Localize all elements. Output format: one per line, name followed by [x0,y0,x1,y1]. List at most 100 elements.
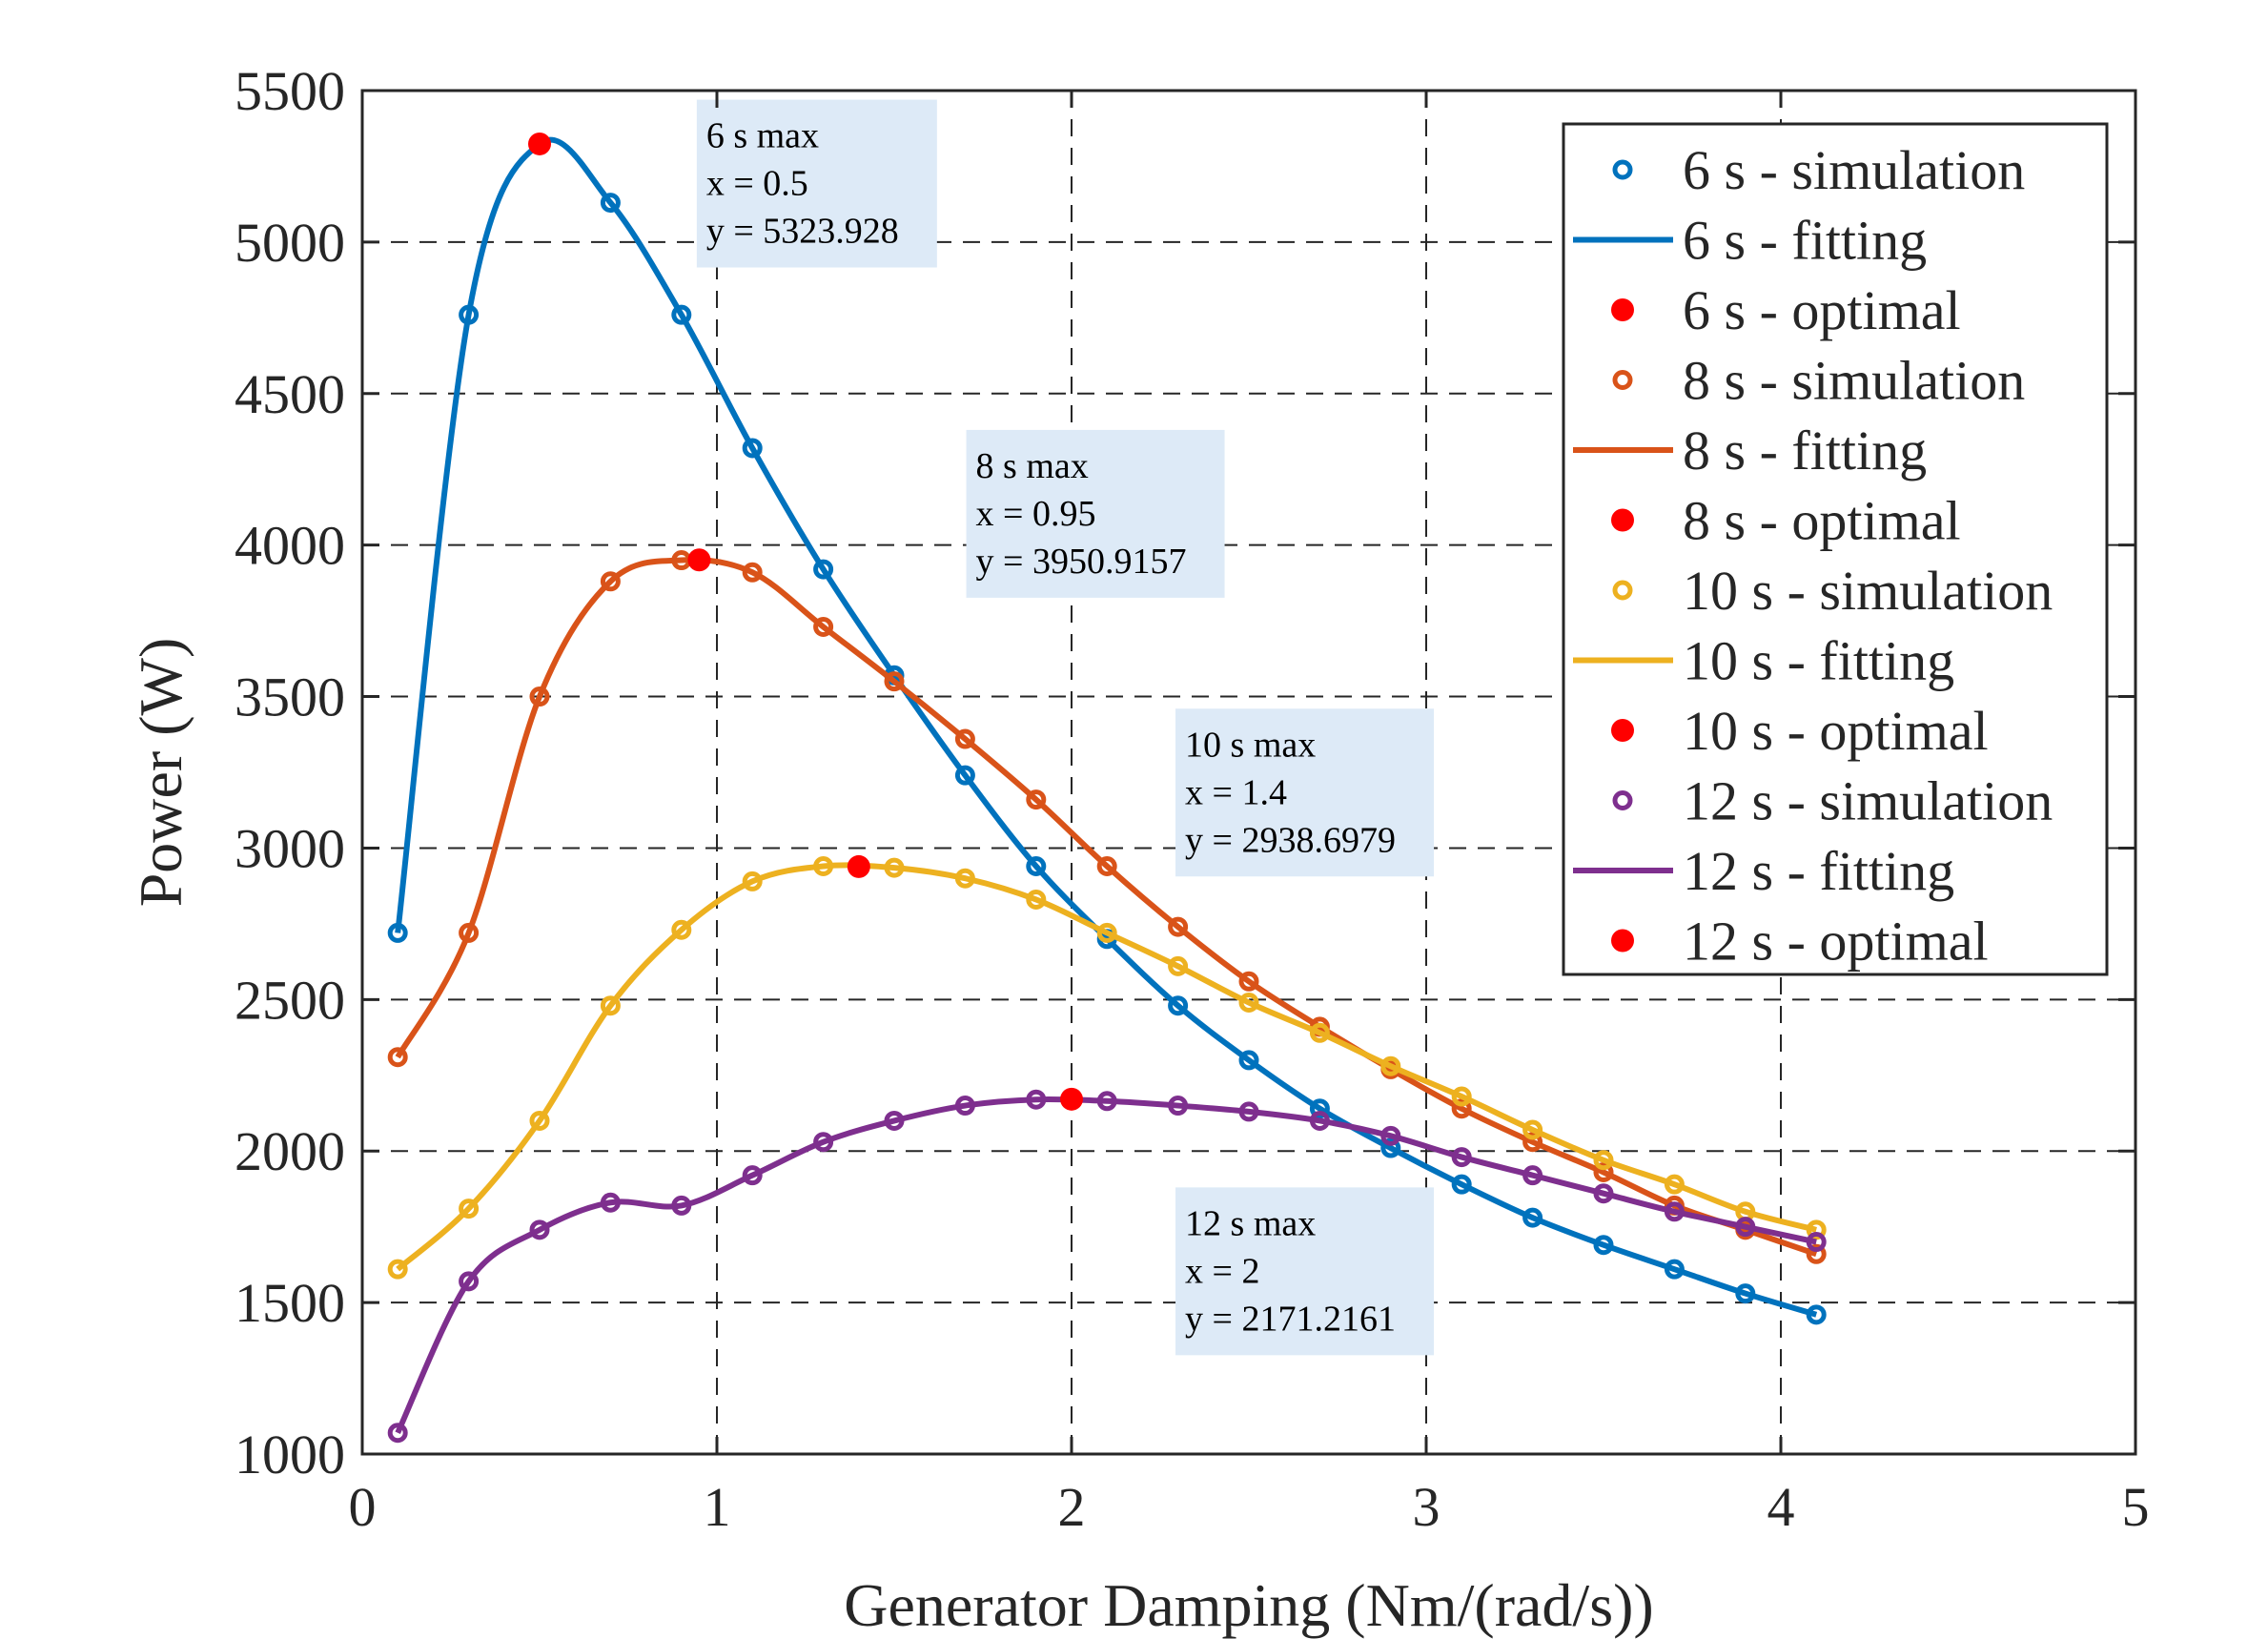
simulation-point-6s [1735,1283,1756,1304]
simulation-point-12s [954,1096,975,1117]
legend-box [1562,122,2109,976]
simulation-point-8s [1593,1161,1614,1182]
simulation-point-10s [387,1259,408,1280]
simulation-point-6s [671,304,692,325]
legend-label: 10 s - simulation [1683,560,2053,622]
datatip-8s: 8 s max x = 0.95 y = 3950.9157 [966,429,1225,598]
simulation-point-12s [1593,1183,1614,1204]
simulation-point-8s [1522,1132,1543,1153]
x-tick-label: 0 [349,1476,377,1538]
simulation-point-10s [1593,1150,1614,1171]
legend-label: 10 s - fitting [1683,630,1954,692]
datatip-line: y = 5323.928 [706,212,899,252]
datatip-line: x = 1.4 [1185,772,1287,812]
legend-entry[interactable]: 6 s - optimal [1611,279,1961,341]
fitting-line-10s [396,862,1817,1272]
legend-label: 8 s - fitting [1683,420,1927,481]
simulation-point-8s [884,671,905,692]
legend-entry[interactable]: 12 s - optimal [1611,911,1989,973]
simulation-point-12s [1735,1217,1756,1238]
datatip-line: y = 2171.2161 [1185,1299,1396,1339]
simulation-point-8s [742,562,763,583]
x-tick-label: 1 [704,1476,731,1538]
simulation-point-10s [459,1199,480,1219]
legend[interactable]: 6 s - simulation 6 s - fitting 6 s - optim… [1562,122,2109,976]
simulation-point-12s [1096,1091,1117,1112]
y-tick-label: 5000 [235,212,345,274]
simulation-point-8s [1238,971,1259,992]
legend-label: 8 s - optimal [1683,490,1961,552]
legend-entry[interactable]: 10 s - fitting [1573,630,1954,692]
y-axis-label: Power (W) [127,638,194,908]
datatip-line: x = 2 [1185,1251,1259,1291]
simulation-point-6s [1451,1174,1472,1195]
simulation-point-6s [1309,1098,1330,1119]
legend-marker-optimal [1611,719,1634,742]
y-tick-label: 4000 [235,515,345,577]
series-12s [387,1087,1827,1444]
simulation-point-8s [813,616,834,637]
y-tick-label: 1500 [235,1272,345,1334]
simulation-point-6s [1168,995,1189,1016]
simulation-point-8s [459,922,480,943]
legend-entry[interactable]: 8 s - optimal [1611,490,1961,552]
simulation-point-12s [1309,1110,1330,1131]
x-tick-label: 3 [1413,1476,1440,1538]
simulation-point-10s [529,1110,550,1131]
simulation-point-6s [1238,1050,1259,1071]
simulation-point-12s [671,1195,692,1216]
simulation-point-6s [600,193,621,214]
simulation-point-6s [1664,1259,1685,1280]
simulation-point-6s [459,304,480,325]
simulation-point-8s [954,728,975,749]
simulation-point-6s [1026,856,1047,877]
datatip-box [1175,1187,1435,1356]
simulation-point-12s [1451,1147,1472,1168]
simulation-point-10s [1096,922,1117,943]
simulation-point-10s [954,868,975,889]
series-layer [387,132,1827,1444]
datatip-box [1175,708,1435,877]
simulation-point-10s [671,919,692,940]
simulation-point-6s [1806,1304,1827,1325]
x-axis-label: Generator Damping (Nm/(rad/s)) [844,1571,1653,1639]
simulation-point-12s [1026,1089,1047,1110]
x-tick-label: 5 [2122,1476,2150,1538]
simulation-point-10s [1664,1174,1685,1195]
fitting-line-12s [395,1096,1817,1435]
series-10s [387,854,1827,1280]
y-tick-label: 1000 [235,1424,345,1485]
legend-entry[interactable]: 8 s - simulation [1612,350,2025,412]
legend-entry[interactable]: 8 s - fitting [1573,420,1927,481]
simulation-point-6s [1380,1137,1401,1158]
y-tick-label: 2000 [235,1120,345,1182]
legend-entry[interactable]: 12 s - simulation [1612,770,2053,832]
simulation-point-10s [1380,1055,1401,1076]
x-tick-label: 2 [1058,1476,1086,1538]
legend-label: 6 s - simulation [1683,139,2025,201]
simulation-point-12s [884,1110,905,1131]
simulation-point-12s [1238,1101,1259,1122]
legend-label: 6 s - optimal [1683,279,1961,341]
simulation-point-12s [1664,1201,1685,1222]
simulation-point-12s [1380,1125,1401,1146]
legend-entry[interactable]: 10 s - simulation [1612,560,2053,622]
simulation-point-8s [1806,1243,1827,1264]
simulation-point-10s [1309,1022,1330,1043]
legend-entry[interactable]: 12 s - fitting [1573,840,1954,902]
simulation-point-10s [813,856,834,877]
datatip-line: 6 s max [706,116,819,156]
tick-labels: 0 1 2 3 4 5 1000 1500 2000 2500 3000 3500 4000 4500 50… [235,60,2150,1538]
legend-label: 12 s - optimal [1683,911,1989,973]
datatip-6s: 6 s max x = 0.5 y = 5323.928 [696,99,937,268]
simulation-point-12s [742,1165,763,1186]
simulation-point-10s [1806,1219,1827,1240]
legend-entry[interactable]: 10 s - optimal [1611,700,1989,762]
legend-label: 6 s - fitting [1683,210,1927,272]
simulation-point-10s [884,857,905,878]
simulation-point-6s [1522,1207,1543,1228]
legend-entry[interactable]: 6 s - simulation [1612,139,2025,201]
datatip-12s: 12 s max x = 2 y = 2171.2161 [1175,1187,1435,1356]
legend-entry[interactable]: 6 s - fitting [1573,210,1927,272]
simulation-point-8s [1026,789,1047,810]
